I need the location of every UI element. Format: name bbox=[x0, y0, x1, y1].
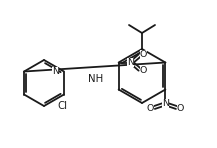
Text: O: O bbox=[177, 104, 184, 113]
Text: N: N bbox=[53, 67, 59, 76]
Text: N: N bbox=[127, 58, 134, 67]
Text: NH: NH bbox=[88, 74, 103, 84]
Text: O: O bbox=[140, 66, 147, 75]
Text: Cl: Cl bbox=[57, 100, 67, 111]
Text: N: N bbox=[162, 99, 169, 108]
Text: O: O bbox=[147, 104, 154, 113]
Text: O: O bbox=[140, 50, 147, 59]
